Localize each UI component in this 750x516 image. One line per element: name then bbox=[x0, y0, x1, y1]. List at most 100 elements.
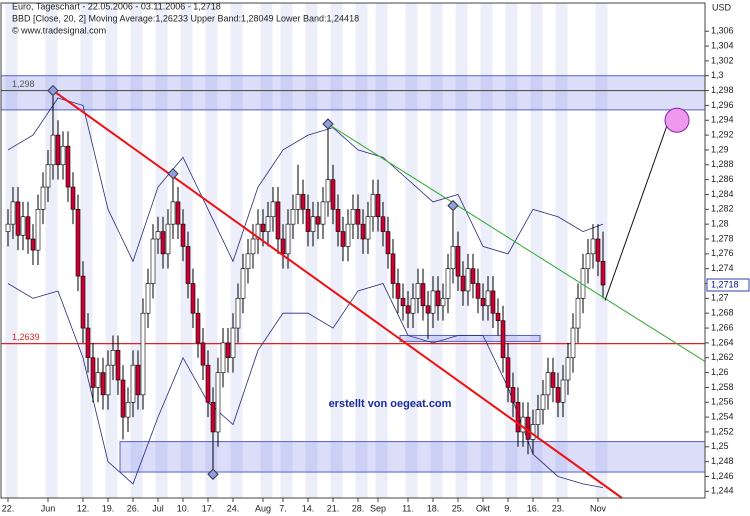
x-tick-label: Aug bbox=[255, 503, 271, 513]
candle-body bbox=[375, 194, 381, 218]
candle-body bbox=[590, 238, 596, 255]
candle-body bbox=[385, 231, 391, 255]
candle-body bbox=[150, 238, 156, 284]
candle-body bbox=[485, 290, 491, 307]
candle-body bbox=[460, 275, 466, 292]
candle-body bbox=[480, 298, 486, 307]
candle-body bbox=[595, 238, 601, 262]
marker bbox=[447, 199, 459, 212]
target-circle bbox=[664, 107, 690, 133]
y-tick-label: 1,274 bbox=[711, 263, 734, 273]
y-tick-label: 1,296 bbox=[711, 100, 734, 110]
candle-body bbox=[125, 401, 131, 418]
candle-body bbox=[390, 253, 396, 284]
candle-body bbox=[250, 238, 256, 255]
candle-body bbox=[230, 327, 236, 359]
x-tick-label: Jul bbox=[152, 503, 164, 513]
candle-body bbox=[525, 416, 531, 440]
candle-body bbox=[215, 372, 221, 433]
candle-body bbox=[240, 268, 246, 299]
plot-frame bbox=[0, 2, 706, 499]
trendline bbox=[327, 123, 706, 362]
x-tick-label: 23. bbox=[552, 503, 565, 513]
candle-body bbox=[435, 290, 441, 307]
candle-body bbox=[310, 216, 316, 232]
candle-body bbox=[35, 209, 41, 251]
marker bbox=[207, 468, 219, 480]
candle-body bbox=[380, 216, 386, 232]
candle-body bbox=[315, 216, 321, 225]
candle-body bbox=[260, 223, 266, 232]
x-tick-label: 10. bbox=[177, 503, 190, 513]
candle-body bbox=[40, 186, 46, 210]
candle-body bbox=[335, 209, 341, 232]
candle-body bbox=[15, 201, 21, 236]
x-tick-label: 18. bbox=[427, 503, 440, 513]
y-tick-label: 1,302 bbox=[711, 55, 734, 65]
y-tick-label: 1,25 bbox=[711, 441, 729, 451]
y-tick-label: 1,252 bbox=[711, 426, 734, 436]
candle-body bbox=[575, 298, 581, 329]
y-tick-label: 1,292 bbox=[711, 129, 734, 139]
candle-body bbox=[440, 298, 446, 307]
candle-body bbox=[330, 179, 336, 210]
week-shade bbox=[480, 3, 493, 498]
candle-body bbox=[265, 216, 271, 232]
candle-body bbox=[275, 201, 281, 240]
level-label: 1,298 bbox=[12, 79, 35, 89]
y-tick-label: 1,288 bbox=[711, 159, 734, 169]
y-tick-label: 1,29 bbox=[711, 144, 729, 154]
candle-body bbox=[205, 364, 211, 403]
candle-body bbox=[420, 283, 426, 307]
candle-body bbox=[50, 134, 56, 166]
week-shade bbox=[5, 3, 18, 498]
candle-body bbox=[295, 194, 301, 210]
candle-body bbox=[395, 283, 401, 299]
x-tick-label: 24. bbox=[227, 503, 240, 513]
candle-body bbox=[130, 364, 136, 403]
candle-body bbox=[470, 268, 476, 284]
week-shade bbox=[455, 3, 468, 498]
candle-body bbox=[25, 216, 31, 240]
candle-body bbox=[70, 186, 76, 210]
y-tick-label: 1,27 bbox=[711, 293, 729, 303]
watermark: erstellt von oegeat.com bbox=[329, 398, 452, 410]
x-tick-label: 28. bbox=[352, 503, 365, 513]
candle-body bbox=[60, 145, 66, 166]
candle-body bbox=[270, 201, 276, 218]
candle-body bbox=[140, 312, 146, 396]
candle-body bbox=[560, 379, 566, 403]
last-price-box bbox=[706, 278, 750, 292]
candle-body bbox=[100, 372, 106, 396]
week-shade bbox=[375, 3, 388, 498]
zone bbox=[119, 441, 706, 473]
x-tick-label: 17. bbox=[202, 503, 215, 513]
candle-body bbox=[65, 145, 71, 188]
y-tick-label: 1,284 bbox=[711, 189, 734, 199]
candle-body bbox=[600, 260, 606, 286]
candle-body bbox=[555, 387, 561, 403]
y-tick-label: 1,282 bbox=[711, 204, 734, 214]
candle-body bbox=[245, 253, 251, 269]
y-tick-label: 1,264 bbox=[711, 337, 734, 347]
candle-body bbox=[425, 305, 431, 314]
y-tick-label: 1,278 bbox=[711, 233, 734, 243]
trendline bbox=[52, 89, 623, 499]
candle-body bbox=[475, 283, 481, 299]
x-tick-label: 11. bbox=[402, 503, 414, 513]
candle-body bbox=[540, 394, 546, 410]
candle-body bbox=[520, 416, 526, 433]
candle-body bbox=[410, 298, 416, 314]
y-tick-label: 1,258 bbox=[711, 382, 734, 392]
x-tick-label: Nov bbox=[590, 503, 607, 513]
y-tick-label: 1,298 bbox=[711, 85, 734, 95]
candle-body bbox=[400, 298, 406, 307]
week-shade bbox=[45, 3, 58, 498]
candle-body bbox=[405, 305, 411, 314]
candle-body bbox=[80, 275, 86, 329]
candle-body bbox=[20, 216, 26, 236]
x-tick-label: 14. bbox=[302, 503, 315, 513]
y-tick-label: 1,3 bbox=[711, 70, 724, 80]
chart-subtitle: BBD [Close, 20, 2] Moving Average:1,2623… bbox=[12, 13, 359, 23]
candle-body bbox=[45, 164, 51, 188]
